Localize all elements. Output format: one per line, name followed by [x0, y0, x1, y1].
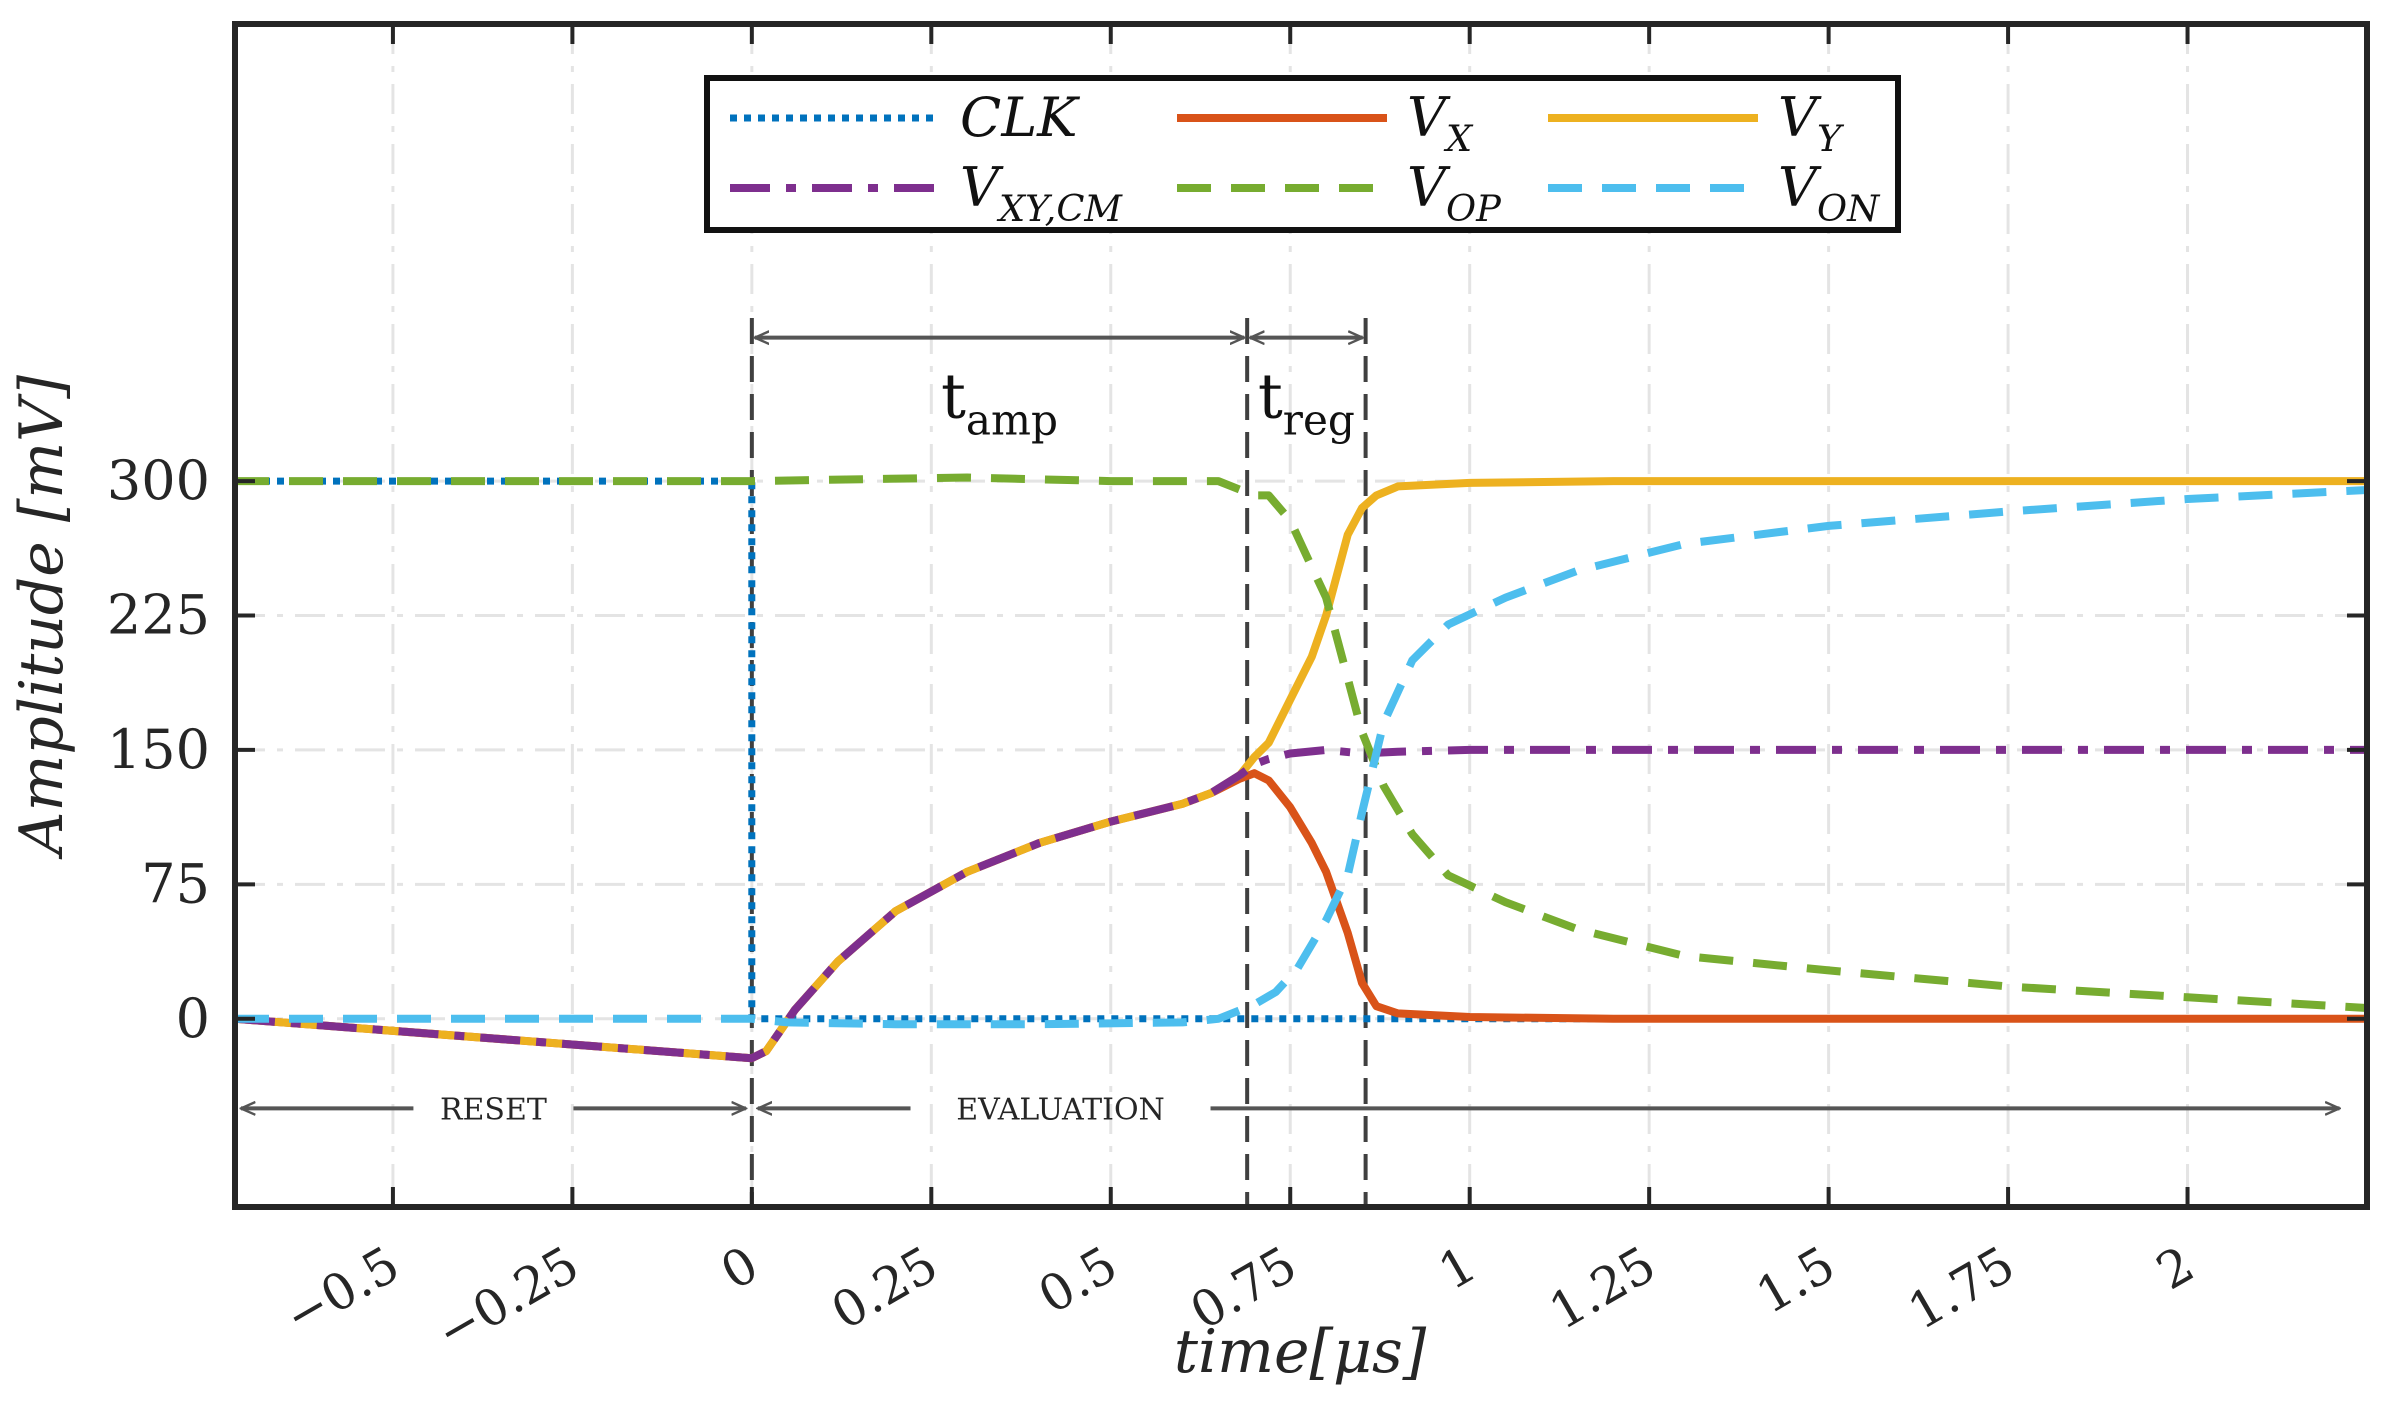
- series-line-v-on: [235, 486, 2367, 1029]
- x-axis-label: time[μs]: [1174, 1317, 1427, 1387]
- legend-label-clk-main: CLK: [960, 86, 1080, 149]
- series-group: [235, 473, 2367, 1063]
- interval-label-t-amp: tamp: [941, 359, 1058, 444]
- interval-label-t-amp-sub: amp: [966, 396, 1058, 445]
- legend-label-v-y-sub: Y: [1817, 117, 1845, 160]
- legend-label-clk: CLK: [960, 86, 1080, 149]
- legend-label-v-op-main: V: [1407, 156, 1451, 219]
- interval-label-t-reg: treg: [1258, 359, 1355, 444]
- series-line-v-xy-cm: [235, 745, 2367, 1063]
- legend-label-v-on: VON: [1778, 156, 1881, 230]
- legend-label-v-x-main: V: [1407, 86, 1451, 149]
- legend-label-v-op-sub: OP: [1446, 187, 1502, 230]
- legend-label-v-xy-cm-main: V: [960, 156, 1004, 219]
- legend-label-v-x-sub: X: [1443, 117, 1474, 160]
- phase-label-evaluation: EVALUATION: [956, 1092, 1165, 1127]
- y-axis-label: Amplitude [mV]: [7, 375, 77, 860]
- y-tick-label: 225: [107, 584, 210, 647]
- y-tick-label: 300: [107, 449, 210, 512]
- legend-label-v-xy-cm: VXY,CM: [960, 156, 1123, 230]
- legend-box: [704, 75, 1901, 233]
- legend-label-v-y-main: V: [1778, 86, 1822, 149]
- interval-label-t-amp-main: t: [941, 359, 966, 432]
- interval-label-t-reg-main: t: [1258, 359, 1283, 432]
- series-line-v-op: [235, 473, 2367, 1012]
- legend-label-v-x: VX: [1407, 86, 1474, 160]
- y-tick-label: 75: [141, 852, 210, 915]
- legend-label-v-on-main: V: [1778, 156, 1822, 219]
- interval-label-t-reg-sub: reg: [1283, 396, 1355, 445]
- legend-label-v-xy-cm-sub: XY,CM: [996, 187, 1123, 230]
- y-tick-label: 0: [176, 987, 210, 1050]
- legend-label-v-y: VY: [1778, 86, 1845, 160]
- legend-label-v-op: VOP: [1407, 156, 1502, 230]
- phase-label-reset: RESET: [440, 1092, 547, 1127]
- legend-label-v-on-sub: ON: [1817, 187, 1881, 230]
- y-tick-label: 150: [107, 718, 210, 781]
